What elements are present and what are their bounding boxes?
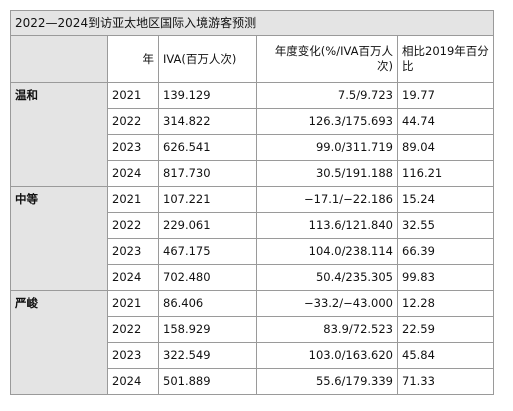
cell: 32.55 <box>396 212 495 239</box>
cell: 89.04 <box>396 134 495 161</box>
column-header: 相比2019年百分比 <box>396 35 495 83</box>
header-row: 年 IVA(百万人次) 年度变化(%/IVA百万人次) 相比2019年百分比 <box>10 35 495 83</box>
data-row: 严峻 2021 86.406 −33.2/−43.000 12.28 <box>10 290 495 395</box>
scenario-label: 严峻 <box>10 290 108 395</box>
column-header: IVA(百万人次) <box>158 35 257 83</box>
cell: 626.541 <box>158 134 257 161</box>
cell: 22.59 <box>396 316 495 343</box>
cell: 2021 <box>107 186 159 213</box>
cell: 104.0/238.114 <box>256 238 398 265</box>
cell: 7.5/9.723 <box>256 82 398 109</box>
cell: 44.74 <box>396 108 495 135</box>
data-row: 2022 229.061 113.6/121.840 32.55 <box>11 212 495 239</box>
data-row: 2023 626.541 99.0/311.719 89.04 <box>11 134 495 161</box>
column-header: 年度变化(%/IVA百万人次) <box>256 35 398 83</box>
cell: 158.929 <box>158 316 257 343</box>
cell: 113.6/121.840 <box>256 212 398 239</box>
cell: −17.1/−22.186 <box>256 186 398 213</box>
cell: 83.9/72.523 <box>256 316 398 343</box>
scenario-label: 中等 <box>10 186 108 291</box>
header-corner <box>10 35 108 83</box>
cell: 66.39 <box>396 238 495 265</box>
cell: 107.221 <box>158 186 257 213</box>
cell: 2021 <box>107 290 159 317</box>
table-title: 2022—2024到访亚太地区国际入境游客预测 <box>9 10 495 36</box>
cell: 15.24 <box>396 186 495 213</box>
cell: 126.3/175.693 <box>256 108 398 135</box>
data-row: 2023 467.175 104.0/238.114 66.39 <box>11 238 495 265</box>
data-row: 2024 501.889 55.6/179.339 71.33 <box>11 368 495 395</box>
cell: 19.77 <box>396 82 495 109</box>
data-row: 温和 2021 139.129 7.5/9.723 19.77 <box>10 82 495 187</box>
cell: 12.28 <box>396 290 495 317</box>
cell: 116.21 <box>396 160 495 187</box>
cell: 86.406 <box>158 290 257 317</box>
cell: 71.33 <box>396 368 495 395</box>
cell: 139.129 <box>158 82 257 109</box>
cell: 99.83 <box>396 264 495 291</box>
title-row: 2022—2024到访亚太地区国际入境游客预测 <box>9 10 495 36</box>
cell: 229.061 <box>158 212 257 239</box>
scenario-label: 温和 <box>10 82 108 187</box>
cell: 2022 <box>107 108 159 135</box>
data-row: 2024 702.480 50.4/235.305 99.83 <box>11 264 495 291</box>
data-row: 2024 817.730 30.5/191.188 116.21 <box>11 160 495 187</box>
cell: 103.0/163.620 <box>256 342 398 369</box>
cell: 99.0/311.719 <box>256 134 398 161</box>
cell: 702.480 <box>158 264 257 291</box>
cell: 2023 <box>107 134 159 161</box>
cell: 817.730 <box>158 160 257 187</box>
cell: 2023 <box>107 238 159 265</box>
cell: 2024 <box>107 368 159 395</box>
cell: 45.84 <box>396 342 495 369</box>
cell: 2024 <box>107 264 159 291</box>
cell: 467.175 <box>158 238 257 265</box>
data-row: 2022 314.822 126.3/175.693 44.74 <box>11 108 495 135</box>
forecast-table: 2022—2024到访亚太地区国际入境游客预测年 IVA(百万人次) 年度变化(%/… <box>9 10 495 395</box>
cell: 55.6/179.339 <box>256 368 398 395</box>
cell: 501.889 <box>158 368 257 395</box>
cell: 2022 <box>107 212 159 239</box>
cell: 322.549 <box>158 342 257 369</box>
cell: 2021 <box>107 82 159 109</box>
data-row: 2023 322.549 103.0/163.620 45.84 <box>11 342 495 369</box>
cell: 30.5/191.188 <box>256 160 398 187</box>
data-row: 中等 2021 107.221 −17.1/−22.186 15.24 <box>10 186 495 291</box>
cell: 2023 <box>107 342 159 369</box>
data-row: 2022 158.929 83.9/72.523 22.59 <box>11 316 495 343</box>
column-header: 年 <box>107 35 159 83</box>
cell: −33.2/−43.000 <box>256 290 398 317</box>
cell: 2024 <box>107 160 159 187</box>
cell: 50.4/235.305 <box>256 264 398 291</box>
cell: 314.822 <box>158 108 257 135</box>
cell: 2022 <box>107 316 159 343</box>
